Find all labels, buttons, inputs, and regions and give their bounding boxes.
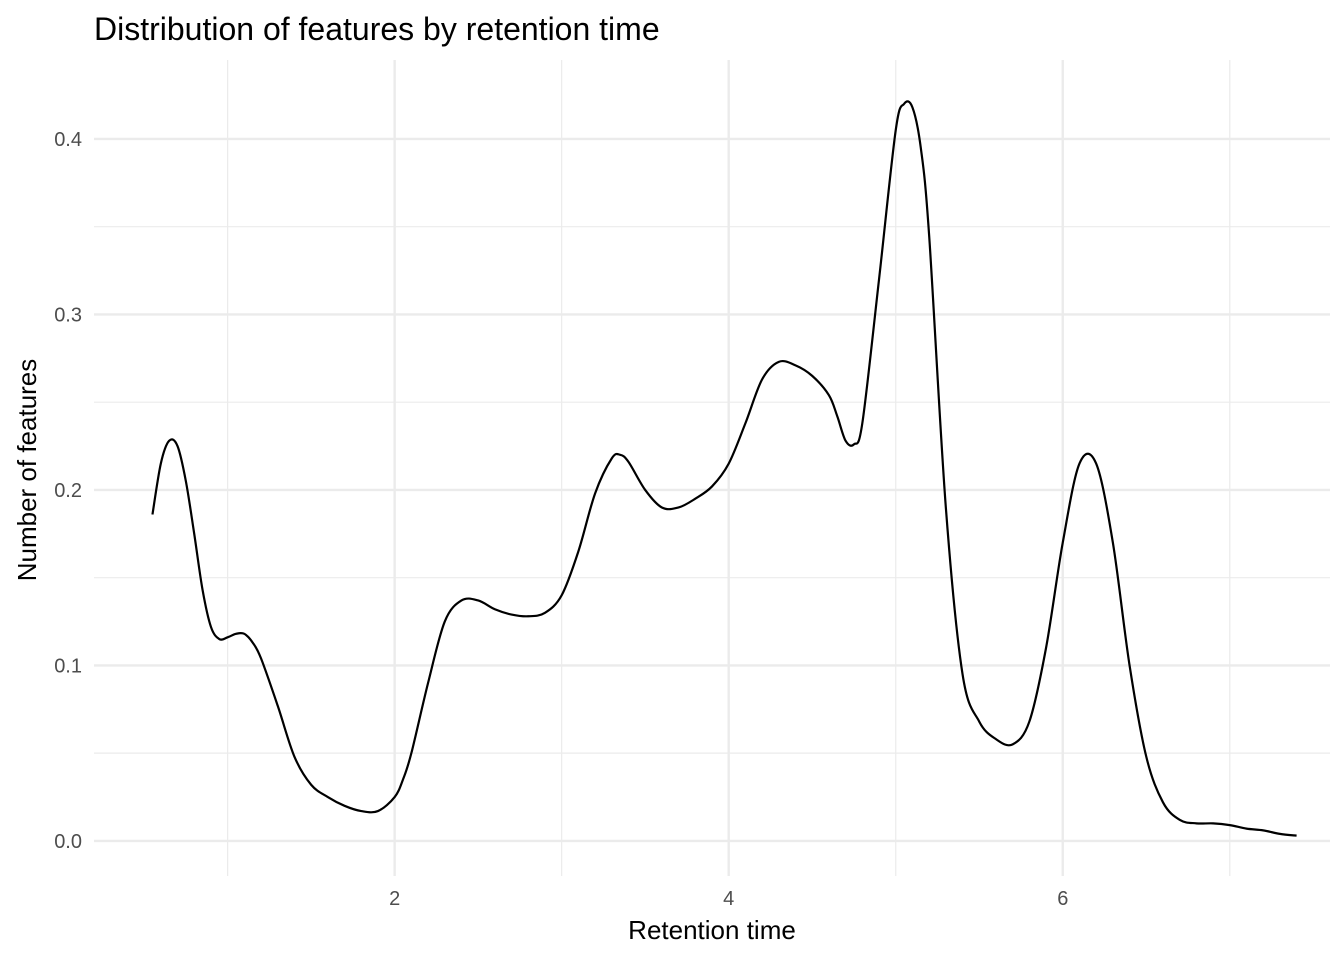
minor-gridlines [94,60,1330,876]
y-tick-label: 0.0 [54,831,82,853]
y-tick-label: 0.4 [54,129,82,151]
y-tick-label: 0.1 [54,655,82,677]
x-tick-label: 6 [1057,888,1068,910]
y-tick-label: 0.2 [54,480,82,502]
density-line [151,100,1297,837]
tick-labels: 2 4 6 0.0 0.1 0.2 0.3 0.4 [54,129,1068,910]
x-tick-label: 2 [389,888,400,910]
y-tick-label: 0.3 [54,304,82,326]
major-gridlines [94,60,1330,876]
y-axis-label: Number of features [12,359,42,582]
series-layer [151,100,1297,837]
x-tick-label: 4 [723,888,734,910]
x-axis-label: Retention time [628,915,796,945]
chart-title: Distribution of features by retention ti… [94,11,660,47]
